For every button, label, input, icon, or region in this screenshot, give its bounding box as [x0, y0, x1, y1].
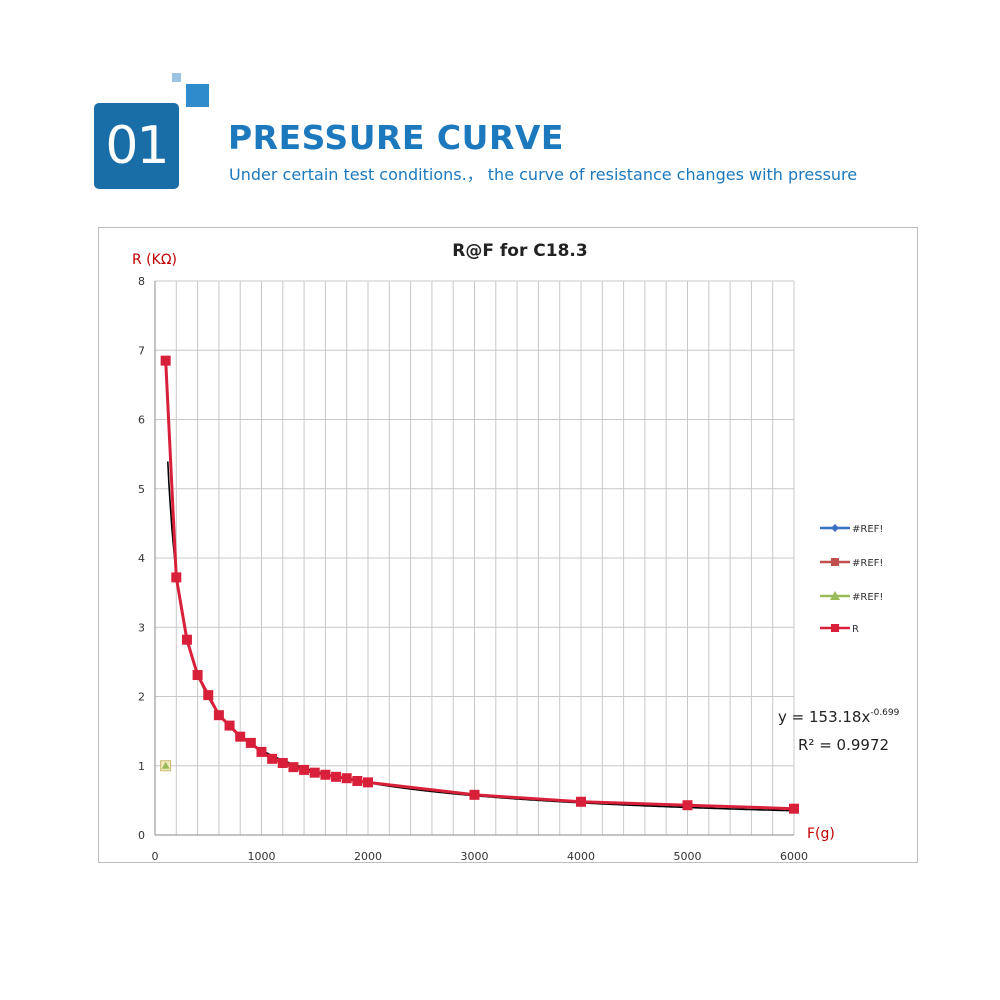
y-tick-label: 1 — [138, 760, 145, 773]
series-r-point — [256, 746, 267, 757]
series-r-point — [267, 753, 278, 764]
section-title: PRESSURE CURVE — [228, 118, 564, 157]
series-r-point — [331, 771, 342, 782]
legend-label: #REF! — [852, 524, 883, 535]
y-tick-label: 8 — [138, 275, 145, 288]
legend-marker-diamond — [831, 524, 839, 532]
y-tick-label: 5 — [138, 483, 145, 496]
decorative-square-large — [186, 84, 209, 107]
series-r-point — [320, 769, 331, 780]
chart-title: R@F for C18.3 — [452, 241, 587, 261]
y-tick-label: 3 — [138, 621, 145, 634]
series-r-point — [181, 634, 192, 645]
series-r-point — [299, 764, 310, 775]
chart-frame — [98, 227, 918, 863]
chart-grid — [154, 280, 795, 836]
series-r-point — [288, 762, 299, 773]
legend-label: #REF! — [852, 592, 883, 603]
x-tick-label: 6000 — [780, 850, 808, 863]
series-r-point — [309, 767, 320, 778]
x-tick-label: 5000 — [674, 850, 702, 863]
series-r-point — [789, 803, 799, 814]
series-r-point — [160, 355, 171, 366]
y-tick-label: 6 — [138, 414, 145, 427]
x-tick-label: 0 — [152, 850, 159, 863]
trendline-r-squared: R² = 0.9972 — [798, 736, 890, 754]
section-number-badge: 01 — [94, 103, 179, 189]
y-tick-label: 2 — [138, 691, 145, 704]
section-subtitle: Under certain test conditions.， the curv… — [229, 165, 858, 184]
series-r-point — [352, 775, 363, 786]
series-r-point — [277, 757, 288, 768]
series-ref-triangle-point — [161, 761, 170, 769]
trendline-equation: y = 153.18x-0.699 — [778, 708, 899, 726]
legend-marker-triangle — [830, 591, 840, 600]
trendline-equation-base: y = 153.18x — [778, 708, 871, 726]
decorative-square-small — [172, 73, 181, 82]
series-r-point — [576, 796, 586, 807]
series-r-point — [213, 710, 224, 721]
legend-label: R — [852, 624, 859, 635]
legend-marker-square — [831, 558, 839, 566]
series-r-point — [682, 800, 693, 811]
chart-legend: #REF! #REF! #REF! R — [820, 524, 883, 635]
trendline-equation-exponent: -0.699 — [870, 708, 900, 718]
x-tick-label: 1000 — [248, 850, 276, 863]
chart-series — [160, 355, 799, 814]
series-r-point — [192, 670, 203, 681]
series-r-point — [245, 737, 256, 748]
series-r-line — [164, 360, 795, 811]
x-tick-label: 3000 — [461, 850, 489, 863]
legend-label: #REF! — [852, 558, 883, 569]
x-tick-label: 4000 — [567, 850, 595, 863]
legend-marker-square — [831, 624, 839, 632]
series-r-point — [171, 572, 182, 583]
x-tick-label: 2000 — [354, 850, 382, 863]
y-tick-label: 7 — [138, 344, 145, 357]
y-axis-label: R (KΩ) — [132, 252, 177, 268]
y-tick-label: 0 — [138, 829, 145, 842]
chart-axes: 0 1000 2000 3000 4000 5000 6000 0 1 2 3 4 5 6 7 8 — [138, 275, 808, 863]
series-r-point — [469, 789, 480, 800]
series-r-point — [341, 773, 352, 784]
series-r-point — [363, 777, 373, 788]
series-r-point — [203, 690, 214, 701]
y-tick-label: 4 — [138, 552, 145, 565]
series-r-point — [224, 720, 235, 731]
x-axis-label: F(g) — [807, 826, 835, 842]
series-r-point — [235, 731, 246, 742]
